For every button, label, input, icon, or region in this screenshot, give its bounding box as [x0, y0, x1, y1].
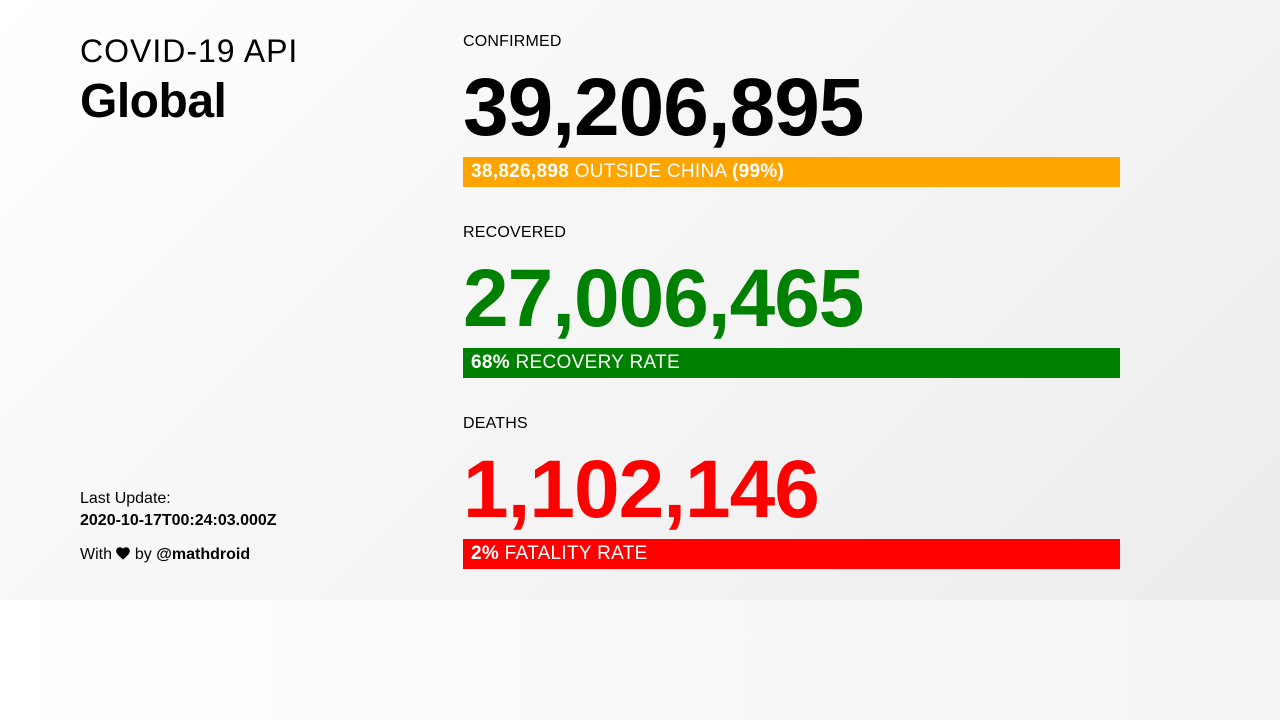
stat-value: 39,206,895 [463, 62, 864, 153]
bar-text: RECOVERY RATE [515, 352, 680, 373]
bar-text: OUTSIDE CHINA [574, 161, 727, 182]
bar-strong: 38,826,898 [471, 161, 570, 182]
bar-text: FATALITY RATE [504, 543, 648, 564]
author-link[interactable]: @mathdroid [156, 546, 251, 563]
heart-icon [116, 547, 131, 560]
stat-bar: 38,826,898 OUTSIDE CHINA (99%) [463, 157, 1120, 187]
stat-label: DEATHS [463, 415, 528, 432]
stat-recovered: RECOVERED 27,006,465 68% RECOVERY RATE [463, 223, 1120, 414]
stat-bar: 68% RECOVERY RATE [463, 348, 1120, 378]
credit-by: by [134, 546, 152, 563]
footer: Last Update: 2020-10-17T00:24:03.000Z Wi… [80, 489, 440, 566]
stat-deaths: DEATHS 1,102,146 2% FATALITY RATE [463, 414, 1120, 605]
page-background [0, 600, 1280, 720]
last-update-value: 2020-10-17T00:24:03.000Z [80, 512, 277, 529]
stats-list: CONFIRMED 39,206,895 38,826,898 OUTSIDE … [463, 32, 1120, 605]
region-title: Global [80, 75, 227, 128]
stat-bar: 2% FATALITY RATE [463, 539, 1120, 569]
api-title: COVID-19 API [80, 33, 299, 69]
stat-confirmed: CONFIRMED 39,206,895 38,826,898 OUTSIDE … [463, 32, 1120, 223]
main-panel: COVID-19 API Global Last Update: 2020-10… [0, 0, 1280, 600]
bar-percent: (99%) [731, 161, 785, 182]
stat-value: 1,102,146 [463, 444, 820, 535]
bar-strong: 68% [471, 352, 510, 373]
credit-prefix: With [80, 546, 112, 563]
stat-value: 27,006,465 [463, 253, 864, 344]
stat-label: CONFIRMED [463, 33, 562, 50]
title-block: COVID-19 API Global [80, 32, 440, 130]
stat-label: RECOVERED [463, 224, 567, 241]
last-update-label: Last Update: [80, 490, 171, 507]
bar-strong: 2% [471, 543, 500, 564]
credit-line: With by @mathdroid [80, 544, 440, 566]
